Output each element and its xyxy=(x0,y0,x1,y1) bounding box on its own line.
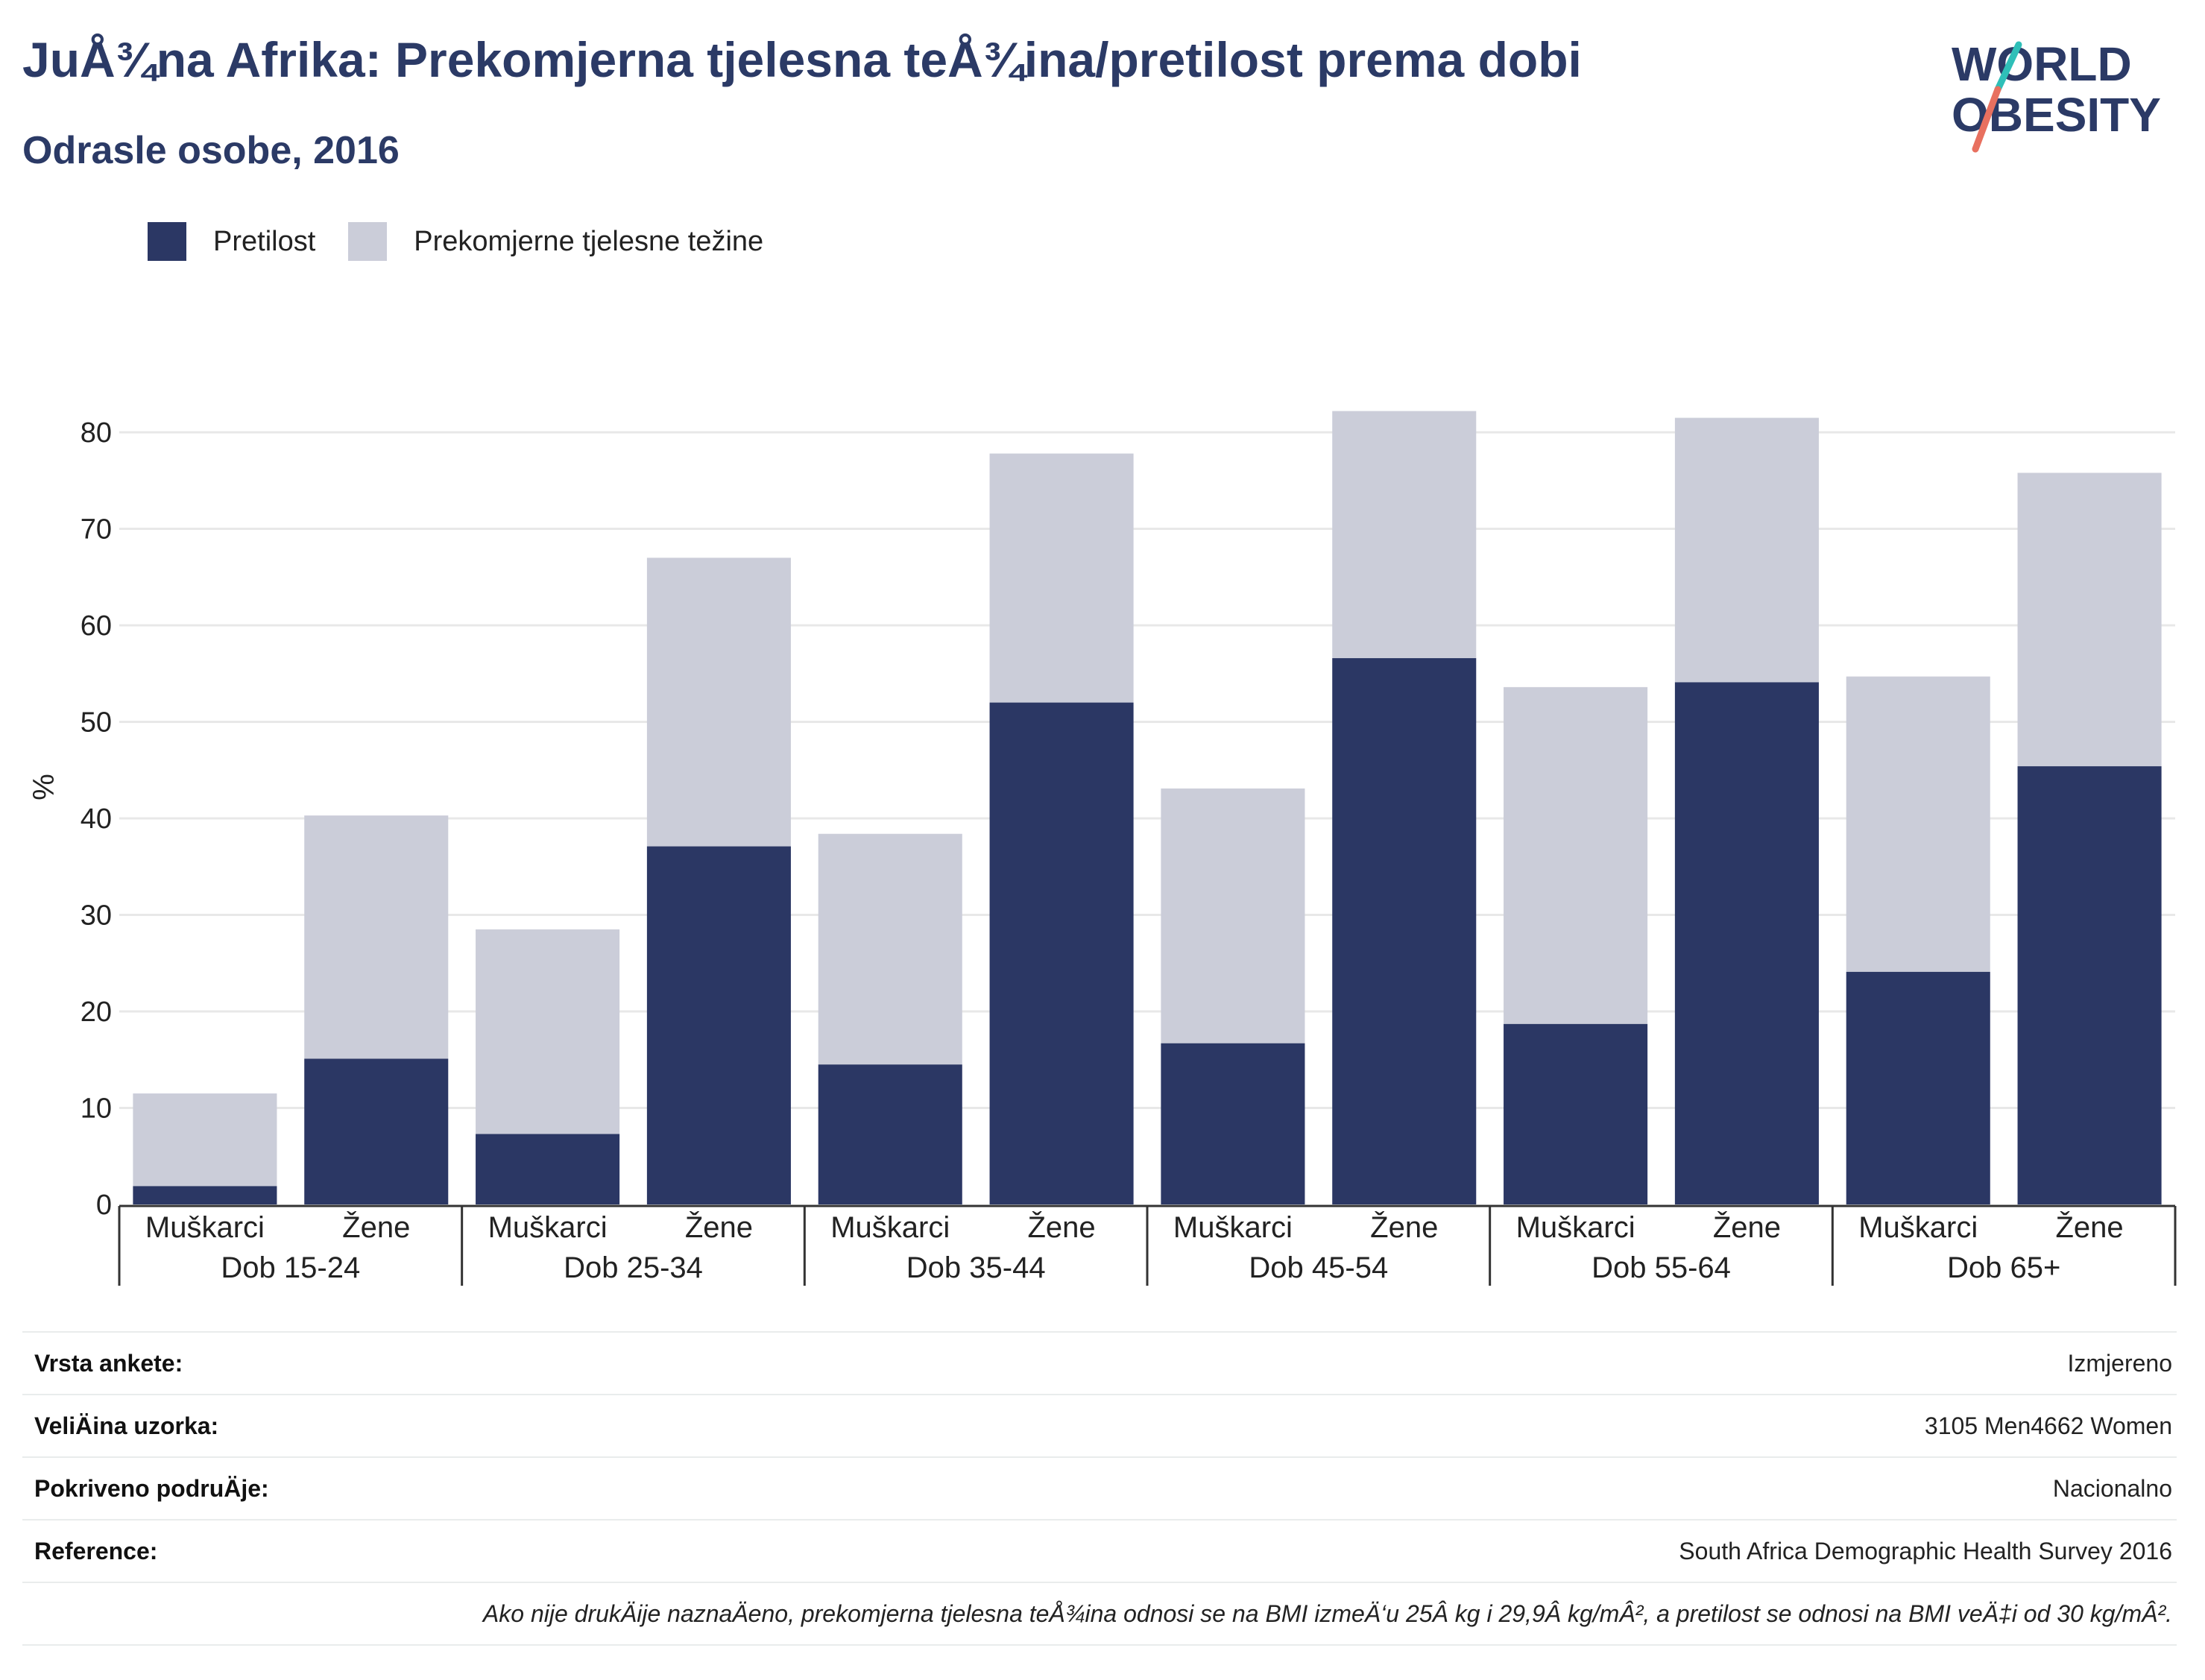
x-tick-label: Žene xyxy=(1713,1210,1781,1244)
bar-chart: 0 10 20 30 40 50 60 70 80% Muškarci Žene Muškarci Že… xyxy=(0,0,2205,1312)
meta-row-reference: Reference: South Africa Demographic Heal… xyxy=(22,1519,2177,1582)
x-tick-label: Muškarci xyxy=(830,1211,950,1244)
bar-overweight xyxy=(304,815,448,1058)
y-tick-label: 40 xyxy=(81,803,112,835)
y-tick-label: 70 xyxy=(81,514,112,546)
meta-key: VeliÄ ina uzorka: xyxy=(22,1412,218,1440)
group-label: Dob 15-24 xyxy=(221,1251,360,1284)
group-label: Dob 25-34 xyxy=(564,1251,703,1284)
bar-overweight xyxy=(1161,789,1305,1043)
group-label: Dob 55-64 xyxy=(1592,1251,1731,1284)
meta-value: Nacionalno xyxy=(2053,1475,2177,1503)
y-tick-label: 20 xyxy=(81,997,112,1028)
meta-key: Pokriveno podruÄ je: xyxy=(22,1475,269,1503)
bar-obesity xyxy=(647,847,791,1204)
survey-info-table: Vrsta ankete: Izmjereno VeliÄ ina uzorka… xyxy=(22,1331,2177,1646)
meta-value: South Africa Demographic Health Survey 2… xyxy=(1679,1538,2177,1565)
meta-value: 3105 Men4662 Women xyxy=(1925,1412,2177,1440)
x-tick-label: Muškarci xyxy=(1173,1211,1293,1244)
meta-row-survey-type: Vrsta ankete: Izmjereno xyxy=(22,1331,2177,1394)
bar-obesity xyxy=(1675,682,1819,1204)
bar-obesity xyxy=(133,1186,277,1204)
bar-obesity xyxy=(1332,658,1476,1204)
x-tick-label: Žene xyxy=(685,1210,753,1244)
y-tick-label: 10 xyxy=(81,1093,112,1125)
meta-key: Reference: xyxy=(22,1538,157,1565)
y-tick-label: 0 xyxy=(96,1190,112,1221)
bar-overweight xyxy=(818,834,962,1065)
bar-obesity xyxy=(990,703,1134,1204)
x-tick-label: Žene xyxy=(2055,1210,2123,1244)
x-tick-label: Muškarci xyxy=(1858,1211,1978,1244)
bar-overweight xyxy=(647,558,791,846)
bar-obesity xyxy=(818,1064,962,1204)
bar-obesity xyxy=(476,1134,619,1204)
x-tick-label: Muškarci xyxy=(145,1211,265,1244)
footnote: Ako nije drukÄ ije naznaÄ eno, prekomjer… xyxy=(22,1582,2177,1646)
group-label: Dob 45-54 xyxy=(1249,1251,1388,1284)
bar-overweight xyxy=(1504,687,1647,1024)
bar-obesity xyxy=(1846,972,1990,1204)
meta-row-coverage: Pokriveno podruÄ je: Nacionalno xyxy=(22,1456,2177,1519)
bar-obesity xyxy=(1504,1024,1647,1204)
x-tick-label: Muškarci xyxy=(1516,1211,1635,1244)
bar-overweight xyxy=(1332,411,1476,659)
x-tick-label: Žene xyxy=(1370,1210,1438,1244)
meta-row-sample-size: VeliÄ ina uzorka: 3105 Men4662 Women xyxy=(22,1394,2177,1456)
y-tick-label: 60 xyxy=(81,610,112,642)
bar-overweight xyxy=(133,1093,277,1186)
bar-overweight xyxy=(2018,473,2162,766)
y-tick-label: 80 xyxy=(81,417,112,449)
bar-obesity xyxy=(304,1058,448,1204)
bar-overweight xyxy=(1675,418,1819,683)
meta-value: Izmjereno xyxy=(2068,1350,2177,1377)
bar-overweight xyxy=(476,929,619,1134)
x-tick-label: Žene xyxy=(1027,1210,1095,1244)
y-axis-label: % xyxy=(28,774,60,800)
x-tick-label: Muškarci xyxy=(488,1211,608,1244)
bar-obesity xyxy=(1161,1043,1305,1204)
bar-obesity xyxy=(2018,766,2162,1204)
group-label: Dob 35-44 xyxy=(906,1251,1046,1284)
x-tick-label: Žene xyxy=(342,1210,410,1244)
bar-overweight xyxy=(1846,677,1990,972)
meta-key: Vrsta ankete: xyxy=(22,1350,183,1377)
bar-overweight xyxy=(990,453,1134,702)
y-tick-label: 30 xyxy=(81,900,112,932)
y-tick-label: 50 xyxy=(81,707,112,739)
group-label: Dob 65+ xyxy=(1947,1251,2060,1284)
